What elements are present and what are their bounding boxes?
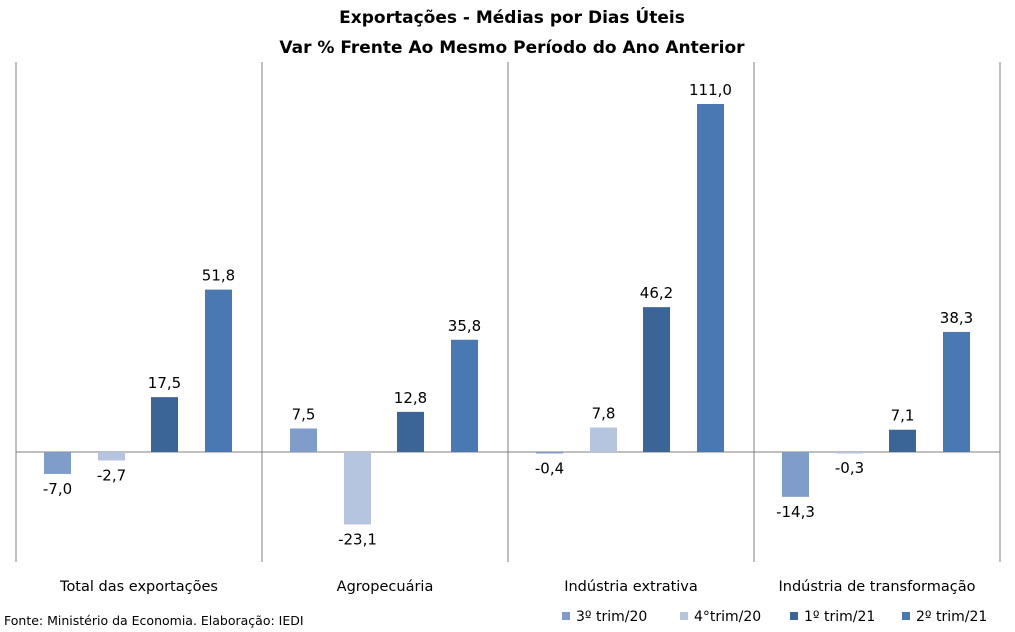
- chart-title: Exportações - Médias por Dias Úteis: [339, 6, 685, 28]
- bar: [344, 452, 371, 525]
- source-note: Fonte: Ministério da Economia. Elaboraçã…: [4, 613, 304, 628]
- value-labels: -7,0 -2,7 17,5 51,8 7,5 -23,1 12,8 35,8 -0,4 7,8 4…: [43, 81, 973, 548]
- data-label: 111,0: [689, 81, 732, 99]
- data-label: 12,8: [394, 389, 427, 407]
- data-label: -2,7: [97, 466, 126, 484]
- data-label: 35,8: [448, 317, 481, 335]
- legend-label: 4°trim/20: [694, 609, 761, 625]
- category-label: Indústria extrativa: [564, 579, 698, 595]
- legend-swatch: [790, 612, 798, 620]
- bar: [397, 411, 424, 452]
- bar: [205, 289, 232, 452]
- legend: 3º trim/20 4°trim/20 1º trim/21 2º trim/21: [562, 609, 987, 625]
- bar: [536, 452, 563, 454]
- bar: [889, 429, 916, 452]
- legend-label: 3º trim/20: [576, 609, 647, 625]
- data-label: -23,1: [338, 530, 377, 548]
- category-labels: Total das exportações Agropecuária Indústr…: [59, 579, 976, 595]
- chart-subtitle: Var % Frente Ao Mesmo Período do Ano Ant…: [279, 38, 745, 58]
- legend-label: 2º trim/21: [916, 609, 987, 625]
- data-label: 51,8: [202, 267, 235, 285]
- data-label: 46,2: [640, 284, 673, 302]
- legend-label: 1º trim/21: [804, 609, 875, 625]
- data-label: 7,1: [891, 407, 915, 425]
- bar: [697, 104, 724, 452]
- bar: [151, 397, 178, 452]
- category-label: Total das exportações: [59, 579, 218, 595]
- data-label: -0,3: [835, 459, 864, 477]
- bar: [44, 452, 71, 474]
- panel-dividers: [15, 62, 1001, 562]
- category-label: Indústria de transformação: [778, 579, 975, 595]
- bar: [643, 307, 670, 452]
- legend-swatch: [680, 612, 688, 620]
- bar: [836, 452, 863, 454]
- legend-swatch: [562, 612, 570, 620]
- data-label: 7,5: [292, 405, 316, 423]
- bar: [290, 428, 317, 452]
- data-label: 38,3: [940, 309, 973, 327]
- bar: [943, 331, 970, 452]
- category-label: Agropecuária: [337, 579, 434, 595]
- legend-swatch: [902, 612, 910, 620]
- data-label: 7,8: [592, 405, 616, 423]
- bar: [451, 339, 478, 452]
- bars: [44, 104, 970, 525]
- data-label: -7,0: [43, 480, 72, 498]
- data-label: 17,5: [148, 374, 181, 392]
- bar: [98, 452, 125, 461]
- bar: [590, 427, 617, 452]
- data-label: -0,4: [535, 459, 564, 477]
- data-label: -14,3: [776, 503, 815, 521]
- bar: [782, 452, 809, 497]
